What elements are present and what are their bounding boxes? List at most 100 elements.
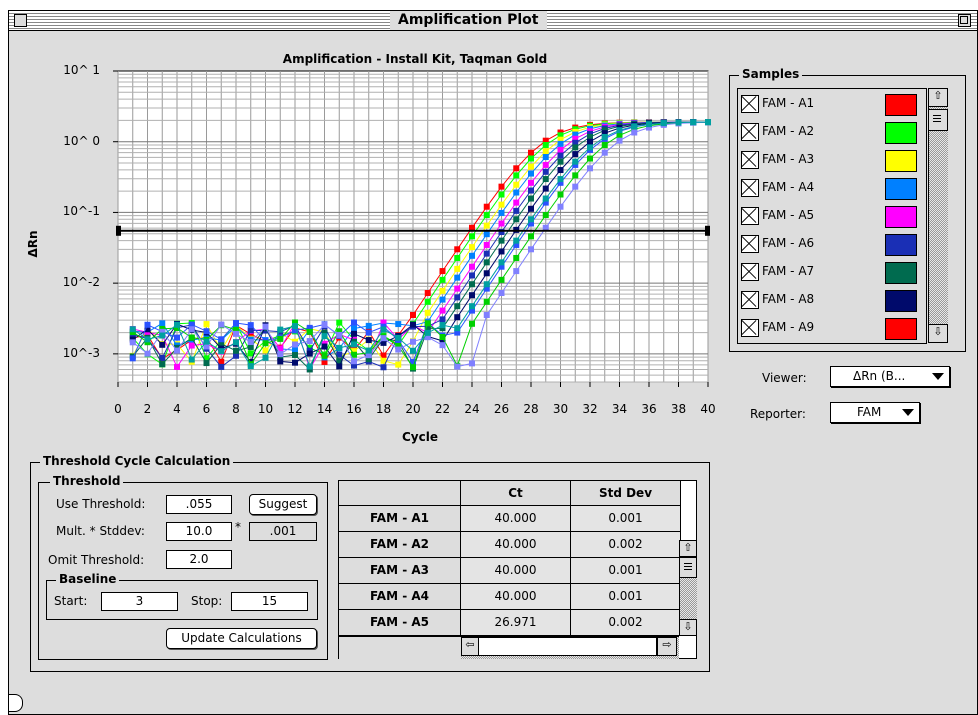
ct-cell[interactable]: 40.000 — [461, 506, 571, 532]
ct-table[interactable]: Ct Std Dev FAM - A1 40.000 0.001 FAM - A2 40… — [338, 480, 697, 659]
std-dev-cell[interactable]: 0.002 — [571, 610, 681, 636]
column-header-ct[interactable]: Ct — [461, 481, 571, 506]
baseline-stop-field[interactable]: 15 — [231, 592, 308, 611]
std-dev-cell[interactable]: 0.001 — [571, 558, 681, 584]
sample-color-swatch[interactable] — [885, 234, 917, 256]
data-point — [528, 220, 534, 227]
sample-row[interactable]: FAM - A8 — [738, 285, 928, 313]
document-tab-icon[interactable] — [9, 694, 23, 712]
data-point — [218, 363, 225, 370]
sample-row[interactable]: FAM - A6 — [738, 229, 928, 257]
data-point — [454, 303, 461, 310]
mult-stddev-field[interactable]: 10.0 — [166, 522, 232, 541]
sample-color-swatch[interactable] — [885, 122, 917, 144]
sample-row[interactable]: FAM - A3 — [738, 145, 928, 173]
sample-checkbox[interactable] — [741, 263, 759, 281]
row-header[interactable]: FAM - A2 — [339, 532, 461, 558]
data-point — [601, 133, 608, 140]
table-vertical-scrollbar[interactable]: ⇧ ⇩ — [679, 540, 697, 636]
threshold-handle-left[interactable] — [116, 225, 121, 236]
std-dev-cell[interactable]: 0.001 — [571, 506, 681, 532]
sample-checkbox[interactable] — [741, 151, 759, 169]
column-header-std-dev[interactable]: Std Dev — [571, 481, 681, 506]
data-point — [424, 320, 431, 327]
ct-cell[interactable]: 40.000 — [461, 532, 571, 558]
sample-checkbox[interactable] — [741, 235, 759, 253]
table-horizontal-scrollbar[interactable]: ⇦ ⇨ — [461, 636, 679, 659]
data-point — [483, 298, 490, 305]
sample-color-swatch[interactable] — [885, 262, 917, 284]
sample-checkbox[interactable] — [741, 291, 759, 309]
ct-cell[interactable]: 26.971 — [461, 610, 571, 636]
scroll-thumb[interactable] — [928, 109, 948, 131]
row-header[interactable]: FAM - A4 — [339, 584, 461, 610]
data-point — [557, 140, 564, 147]
update-calculations-button[interactable]: Update Calculations — [166, 628, 317, 649]
data-point — [159, 328, 166, 335]
data-point — [528, 187, 534, 194]
data-point — [483, 231, 490, 238]
row-header[interactable]: FAM - A5 — [339, 610, 461, 636]
data-point — [129, 339, 136, 346]
data-point — [277, 358, 284, 365]
data-point — [203, 338, 210, 345]
scroll-right-button[interactable]: ⇨ — [657, 637, 677, 656]
sample-row[interactable]: FAM - A9 — [738, 313, 928, 341]
omit-threshold-field[interactable]: 2.0 — [166, 550, 232, 569]
sample-row[interactable]: FAM - A2 — [738, 117, 928, 145]
sample-row[interactable]: FAM - A7 — [738, 257, 928, 285]
data-point — [542, 224, 549, 231]
sample-row[interactable]: FAM - A1 — [738, 89, 928, 117]
ct-cell[interactable]: 40.000 — [461, 558, 571, 584]
sample-row[interactable]: FAM - A5 — [738, 201, 928, 229]
scroll-left-button[interactable]: ⇦ — [461, 637, 479, 656]
suggest-button[interactable]: Suggest — [249, 494, 317, 515]
data-point — [188, 356, 195, 363]
data-point — [587, 133, 593, 140]
data-point — [513, 207, 520, 214]
sample-row[interactable]: FAM - A4 — [738, 173, 928, 201]
samples-list[interactable]: FAM - A1 FAM - A2 FAM - A3 FAM - A4 FAM - A5… — [737, 88, 927, 344]
data-point — [395, 334, 402, 341]
data-point — [247, 363, 254, 370]
zoom-box[interactable] — [958, 14, 971, 27]
sample-color-swatch[interactable] — [885, 94, 917, 116]
threshold-handle-right[interactable] — [705, 225, 710, 236]
hscroll-track[interactable] — [461, 637, 657, 656]
sample-checkbox[interactable] — [741, 123, 759, 141]
sample-color-swatch[interactable] — [885, 206, 917, 228]
data-point — [351, 351, 357, 358]
scroll-down-button[interactable]: ⇩ — [928, 324, 948, 343]
data-point — [424, 309, 431, 316]
row-header[interactable]: FAM - A3 — [339, 558, 461, 584]
samples-scrollbar[interactable]: ⇧ ⇩ — [928, 88, 948, 343]
viewer-popup[interactable]: ΔRn (B... — [830, 366, 950, 387]
sample-name: FAM - A9 — [762, 320, 815, 334]
sample-checkbox[interactable] — [741, 207, 759, 225]
std-dev-cell[interactable]: 0.001 — [571, 584, 681, 610]
ct-cell[interactable]: 40.000 — [461, 584, 571, 610]
std-dev-cell[interactable]: 0.002 — [571, 532, 681, 558]
scroll-up-button[interactable]: ⇧ — [928, 88, 948, 107]
sample-color-swatch[interactable] — [885, 318, 917, 340]
sample-color-swatch[interactable] — [885, 150, 917, 172]
data-point — [306, 338, 313, 345]
scroll-thumb[interactable] — [679, 557, 697, 578]
close-box[interactable] — [14, 14, 27, 27]
row-header[interactable]: FAM - A1 — [339, 506, 461, 532]
data-point — [247, 343, 254, 350]
data-point — [129, 326, 136, 333]
baseline-start-field[interactable]: 3 — [101, 592, 178, 611]
sample-checkbox[interactable] — [741, 319, 759, 337]
use-threshold-field[interactable]: .055 — [166, 495, 232, 514]
sample-checkbox[interactable] — [741, 179, 759, 197]
sample-color-swatch[interactable] — [885, 290, 917, 312]
sample-checkbox[interactable] — [741, 95, 759, 113]
scroll-down-button[interactable]: ⇩ — [679, 619, 697, 636]
data-point — [292, 341, 298, 348]
data-point — [351, 358, 357, 365]
scroll-up-button[interactable]: ⇧ — [679, 540, 697, 557]
reporter-popup[interactable]: FAM — [830, 402, 920, 423]
data-point — [572, 139, 579, 146]
sample-color-swatch[interactable] — [885, 178, 917, 200]
